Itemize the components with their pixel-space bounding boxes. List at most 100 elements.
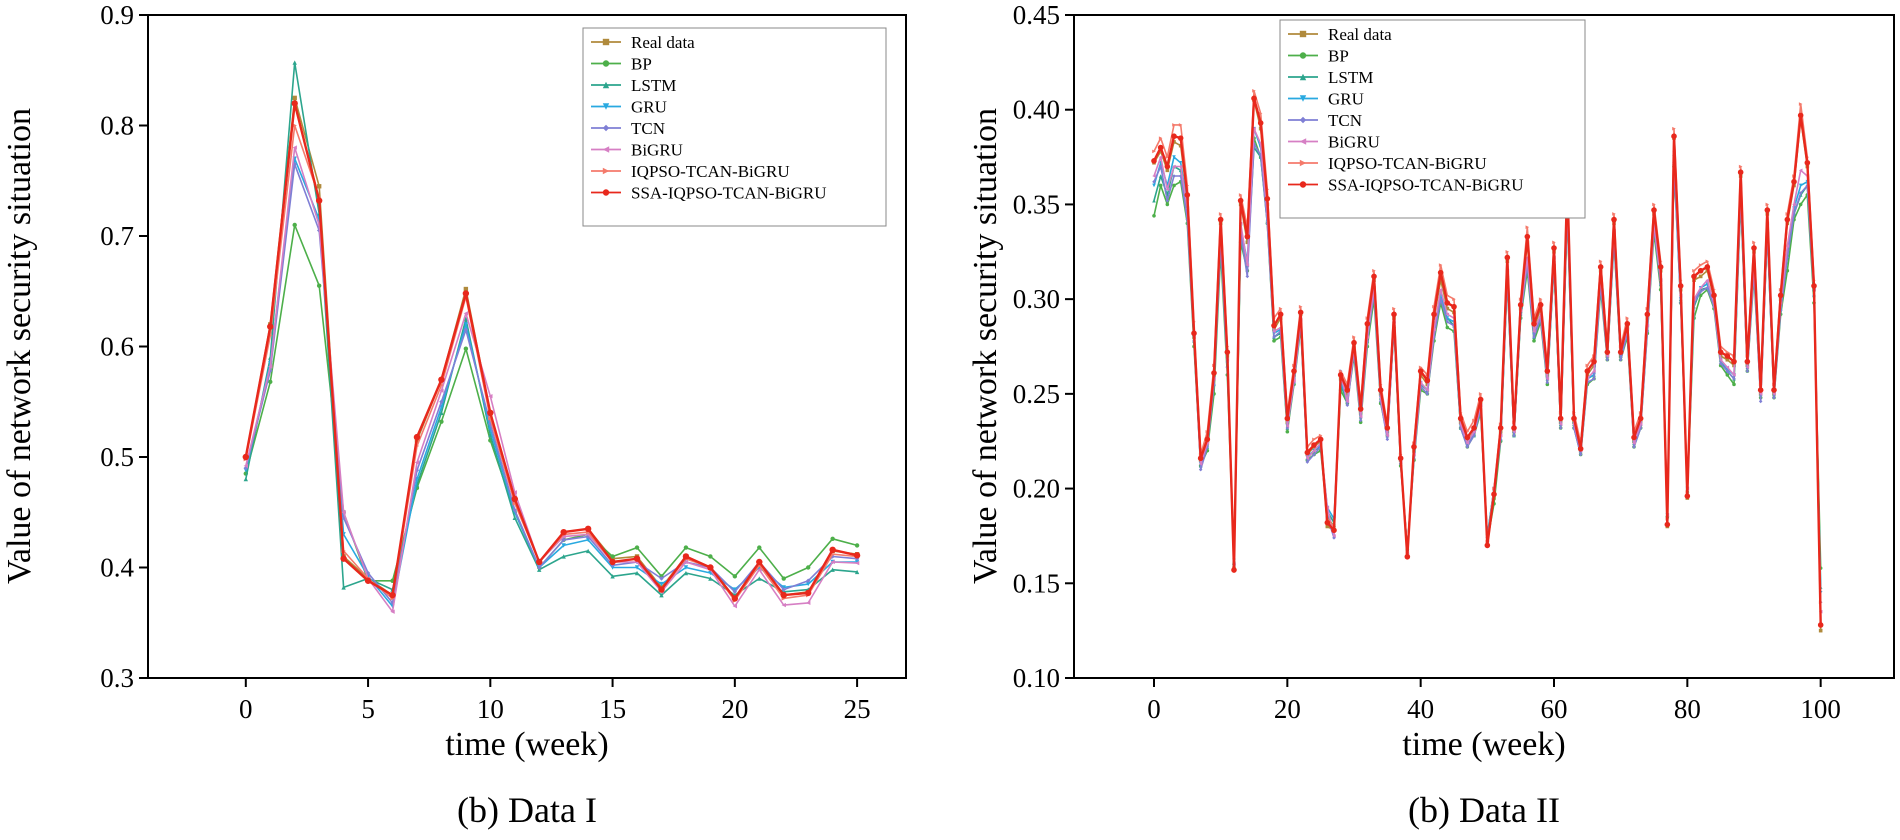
data-point: [1464, 434, 1471, 441]
data-point: [1411, 444, 1417, 450]
y-ticks: 0.10 0.15 0.20 0.25 0.30 0.35 0.40 0.45: [1013, 0, 1074, 693]
data-point: [1377, 387, 1384, 393]
data-point: [1684, 493, 1691, 499]
data-point: [1165, 168, 1170, 173]
data-point: [1725, 373, 1730, 377]
data-point: [1698, 263, 1703, 267]
series-line: [245, 163, 858, 604]
data-point: [1165, 198, 1170, 203]
data-point: [610, 563, 615, 568]
data-point: [1404, 553, 1411, 560]
data-point: [561, 543, 566, 548]
data-point: [1491, 491, 1497, 498]
data-point: [463, 327, 469, 333]
data-point: [780, 591, 787, 599]
data-point: [364, 577, 372, 584]
caption: (b) Data I: [457, 790, 597, 830]
data-point: [1525, 225, 1530, 229]
y-tick-label: 0.30: [1013, 284, 1060, 314]
data-point: [1385, 433, 1390, 438]
data-point: [829, 546, 836, 554]
data-point: [1478, 392, 1483, 396]
x-tick-label: 40: [1407, 694, 1434, 724]
legend-box: [1279, 19, 1586, 219]
data-point: [1292, 378, 1296, 383]
data-point: [1258, 153, 1263, 157]
data-point: [1431, 311, 1437, 318]
data-point: [1165, 187, 1170, 192]
data-point: [854, 569, 860, 575]
legend-item: IQPSO-TCAN-BiGRU: [591, 162, 790, 181]
data-point: [659, 576, 664, 581]
x-tick-label: 10: [477, 694, 504, 724]
data-point: [1744, 358, 1751, 365]
legend-marker: [1299, 73, 1307, 81]
data-point: [1178, 123, 1183, 127]
data-point: [439, 410, 444, 415]
data-point: [439, 388, 444, 393]
data-point: [1252, 126, 1256, 131]
data-point: [683, 565, 689, 570]
data-point: [1152, 149, 1156, 154]
data-point: [1172, 155, 1176, 159]
legend-label: IQPSO-TCAN-BiGRU: [1328, 154, 1487, 173]
legend-label: GRU: [631, 98, 667, 117]
data-point: [1445, 325, 1450, 330]
y-tick-label: 0.20: [1013, 474, 1060, 504]
data-point: [1358, 418, 1363, 423]
data-point: [1437, 269, 1444, 276]
x-tick-label: 20: [721, 694, 748, 724]
data-point: [757, 576, 762, 581]
data-point: [1391, 311, 1397, 318]
data-point: [414, 460, 420, 465]
data-point: [1165, 202, 1170, 207]
data-point: [463, 322, 469, 327]
data-point: [1198, 462, 1203, 466]
data-point: [1558, 426, 1563, 430]
data-point: [1445, 306, 1450, 311]
data-point: [438, 376, 445, 383]
data-point: [1338, 369, 1343, 373]
data-point: [584, 525, 592, 533]
data-point: [732, 574, 738, 579]
data-point: [1172, 174, 1176, 178]
data-point: [1792, 202, 1796, 207]
chart-data-i: 0 5 10 15 20 25 0.3 0.4 0.5 0.6 0.7 0.8 0.9 time (w…: [1, 0, 907, 830]
data-point: [1305, 460, 1310, 464]
data-point: [1517, 302, 1524, 308]
data-point: [683, 559, 689, 565]
data-point: [1191, 330, 1197, 337]
data-point: [1625, 316, 1630, 320]
data-point: [340, 555, 347, 562]
legend-marker: [1299, 116, 1307, 124]
data-point: [292, 60, 297, 65]
data-point: [1304, 449, 1311, 456]
data-point: [634, 570, 640, 576]
data-point: [1285, 424, 1290, 428]
data-point: [610, 565, 615, 570]
data-point: [1545, 376, 1550, 381]
data-point: [1758, 392, 1763, 396]
data-point: [1172, 123, 1176, 127]
legend-label: IQPSO-TCAN-BiGRU: [631, 162, 790, 181]
y-tick-label: 0.25: [1013, 379, 1060, 409]
data-point: [1664, 521, 1671, 528]
data-point: [536, 558, 543, 566]
data-point: [488, 416, 493, 421]
legend-marker: [1299, 159, 1307, 167]
data-point: [634, 565, 640, 570]
data-point: [1284, 415, 1291, 422]
legend-item: BiGRU: [591, 141, 683, 160]
data-point: [1445, 320, 1450, 324]
data-point: [1345, 403, 1350, 408]
data-point: [1272, 339, 1276, 343]
legend-item: LSTM: [591, 76, 676, 95]
data-point: [1344, 387, 1351, 393]
data-point: [1152, 183, 1156, 188]
data-point: [1312, 437, 1316, 442]
data-point: [512, 515, 517, 520]
data-point: [1358, 414, 1363, 419]
data-point: [1151, 158, 1157, 164]
data-point: [1157, 144, 1164, 151]
data-point: [1591, 358, 1597, 365]
